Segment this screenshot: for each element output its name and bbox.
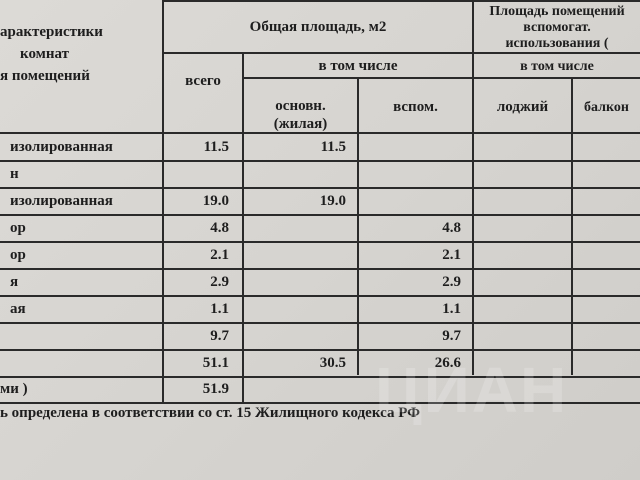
row-main: 11.5 — [320, 139, 346, 155]
row-aux: 9.7 — [442, 328, 461, 344]
row-name: изолированная — [10, 139, 113, 155]
rule — [0, 402, 640, 404]
rule — [163, 52, 640, 54]
loggia-header: лоджий — [496, 99, 549, 115]
row-all: 11.5 — [203, 139, 229, 155]
room-char-header-2: комнат — [20, 46, 69, 62]
rule — [0, 241, 640, 243]
aux-header: вспом. — [393, 99, 438, 115]
aux-area-header-3: использования ( — [505, 36, 609, 51]
row-aux: 1.1 — [442, 301, 461, 317]
rule — [242, 52, 244, 402]
balcony-header: балкон — [584, 100, 629, 115]
incl-header: в том числе — [318, 58, 398, 74]
main-header-2: (жилая) — [273, 116, 328, 132]
row-all: 19.0 — [202, 193, 229, 209]
watermark-logo: ЦИАН — [375, 354, 569, 426]
rule — [0, 376, 640, 378]
aux-area-header-2: вспомогат. — [523, 20, 591, 35]
row-all: 9.7 — [210, 328, 229, 344]
rule — [0, 160, 640, 162]
rule — [0, 214, 640, 216]
row-main: 19.0 — [319, 193, 346, 209]
room-char-header-1: арактеристики — [0, 24, 103, 40]
rule — [162, 0, 164, 402]
row-name: н — [10, 166, 19, 182]
grand-total-label: ми ) — [0, 381, 28, 397]
rule — [357, 77, 359, 375]
row-name: ая — [10, 301, 26, 317]
room-char-header-3: я помещений — [0, 68, 90, 84]
aux-area-header-1: Площадь помещений — [489, 4, 625, 19]
row-all: 4.8 — [210, 220, 229, 236]
rule — [163, 0, 640, 2]
main-header-1: основн. — [275, 98, 326, 114]
row-name: я — [10, 274, 19, 290]
grand-total-value: 51.9 — [202, 381, 229, 397]
rule — [0, 187, 640, 189]
rule — [0, 295, 640, 297]
rule — [0, 132, 640, 134]
all-header: всего — [185, 73, 221, 89]
rule — [0, 322, 640, 324]
row-aux: 4.8 — [442, 220, 461, 236]
incl2-header: в том числе — [520, 59, 594, 74]
footnote: ь определена в соответствии со ст. 15 Жи… — [0, 405, 420, 421]
row-name: ор — [10, 220, 26, 236]
rule — [472, 0, 474, 375]
row-main: 30.5 — [319, 355, 346, 371]
row-all: 2.9 — [210, 274, 229, 290]
row-aux: 26.6 — [434, 355, 461, 371]
row-all: 2.1 — [210, 247, 229, 263]
rule — [0, 268, 640, 270]
row-all: 1.1 — [210, 301, 229, 317]
row-name: ор — [10, 247, 26, 263]
row-aux: 2.9 — [442, 274, 461, 290]
rule — [243, 77, 640, 79]
row-all: 51.1 — [202, 355, 229, 371]
row-aux: 2.1 — [442, 247, 461, 263]
total-area-header: Общая площадь, м2 — [249, 19, 387, 35]
row-name: изолированная — [10, 193, 113, 209]
rule — [571, 77, 573, 375]
rule — [0, 349, 640, 351]
